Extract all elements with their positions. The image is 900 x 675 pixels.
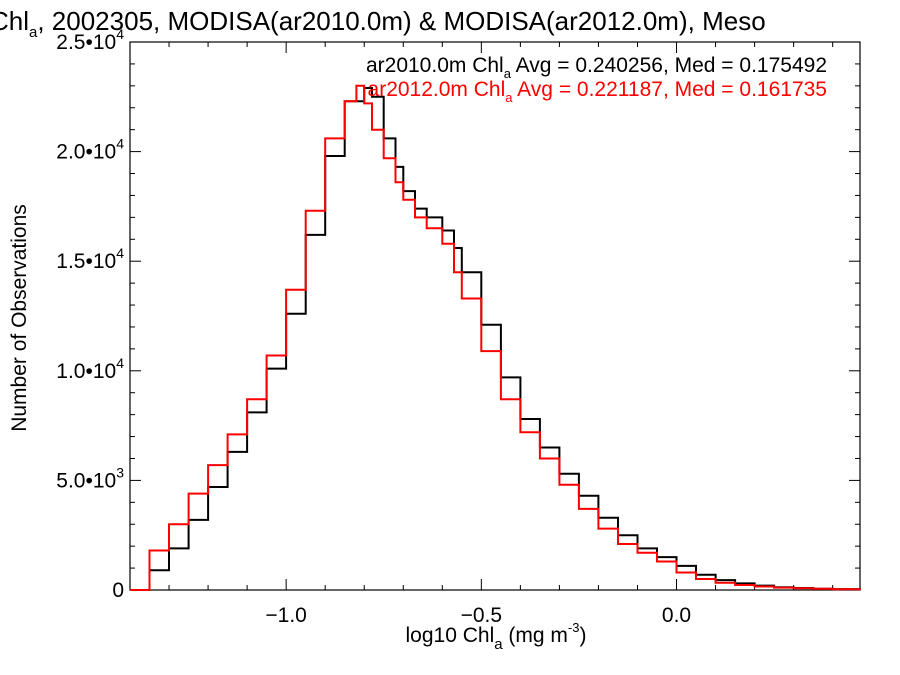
y-tick-label: 2.0•104 — [56, 136, 124, 164]
series-line-ar2012-0m — [130, 84, 861, 591]
series-line-ar2010-0m — [130, 87, 861, 591]
legend-entry-ar2010: ar2010.0m Chla Avg = 0.240256, Med = 0.1… — [365, 54, 827, 81]
x-tick-label: −1.0 — [265, 604, 306, 627]
y-tick-label: 0 — [112, 579, 124, 602]
x-axis-label: log10 Chla (mg m-3) — [405, 620, 587, 653]
y-tick-label: 2.5•104 — [56, 26, 124, 54]
x-tick-label: −0.5 — [461, 604, 502, 627]
y-axis-label: Number of Observations — [8, 204, 31, 432]
legend-entry-ar2012: ar2012.0m Chla Avg = 0.221187, Med = 0.1… — [367, 78, 827, 105]
x-tick-label: 0.0 — [662, 604, 691, 627]
chart-title: Chla, 2002305, MODISA(ar2010.0m) & MODIS… — [0, 6, 766, 41]
series-layer — [130, 84, 861, 591]
axis-ticks — [130, 41, 860, 591]
y-tick-label: 1.0•104 — [56, 355, 124, 383]
y-tick-label: 1.5•104 — [56, 245, 124, 273]
y-tick-label: 5.0•103 — [56, 464, 124, 492]
plot-frame — [129, 41, 861, 591]
axis-tick-labels: −1.0 −0.5 0.0 0 5.0•103 1.0•104 1.5•104 2.0•104… — [56, 26, 691, 627]
